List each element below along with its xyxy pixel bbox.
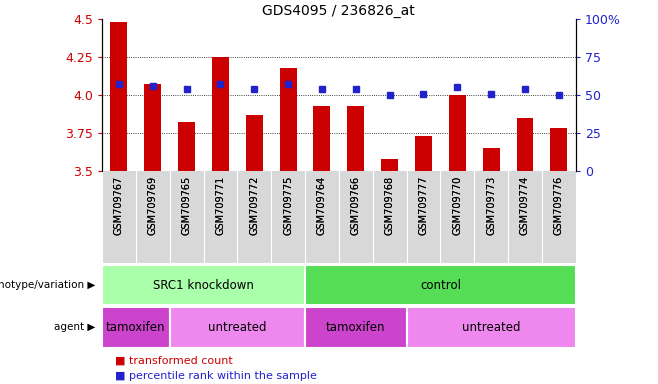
Text: GSM709774: GSM709774 [520, 175, 530, 235]
Text: untreated: untreated [208, 321, 266, 334]
Text: tamoxifen: tamoxifen [106, 321, 166, 334]
Bar [178, 122, 195, 171]
Text: GSM709766: GSM709766 [351, 175, 361, 235]
Text: GSM709767: GSM709767 [114, 175, 124, 235]
Text: GSM709774: GSM709774 [520, 175, 530, 235]
Bar [246, 115, 263, 171]
Bar [449, 95, 466, 171]
Bar [415, 136, 432, 171]
Text: GSM709773: GSM709773 [486, 175, 496, 235]
Bar [170, 307, 305, 348]
Title: GDS4095 / 236826_at: GDS4095 / 236826_at [263, 4, 415, 18]
Bar [517, 118, 534, 171]
Text: agent ▶: agent ▶ [54, 322, 95, 333]
Text: GSM709775: GSM709775 [283, 175, 293, 235]
Text: GSM709770: GSM709770 [452, 175, 463, 235]
Text: untreated: untreated [462, 321, 520, 334]
Bar [102, 307, 170, 348]
Bar [407, 307, 576, 348]
Text: GSM709764: GSM709764 [317, 175, 327, 235]
Text: GSM709772: GSM709772 [249, 175, 259, 235]
Text: GSM709768: GSM709768 [385, 175, 395, 235]
Text: SRC1 knockdown: SRC1 knockdown [153, 279, 254, 291]
Text: GSM709777: GSM709777 [418, 175, 428, 235]
Text: ■ transformed count: ■ transformed count [115, 356, 233, 366]
Bar [313, 106, 330, 171]
Bar [550, 128, 567, 171]
Text: GSM709775: GSM709775 [283, 175, 293, 235]
Text: GSM709771: GSM709771 [215, 175, 226, 235]
Text: GSM709777: GSM709777 [418, 175, 428, 235]
Bar [381, 159, 398, 171]
Text: control: control [420, 279, 461, 291]
Bar [483, 148, 499, 171]
Text: GSM709769: GSM709769 [148, 175, 158, 235]
Text: tamoxifen: tamoxifen [326, 321, 386, 334]
Text: GSM709771: GSM709771 [215, 175, 226, 235]
Bar [280, 68, 297, 171]
Text: GSM709767: GSM709767 [114, 175, 124, 235]
Text: GSM709765: GSM709765 [182, 175, 191, 235]
Bar [347, 106, 365, 171]
Bar [305, 265, 576, 305]
Text: ■ percentile rank within the sample: ■ percentile rank within the sample [115, 371, 317, 381]
Text: GSM709764: GSM709764 [317, 175, 327, 235]
Text: GSM709776: GSM709776 [554, 175, 564, 235]
Bar [111, 22, 128, 171]
Text: GSM709765: GSM709765 [182, 175, 191, 235]
Text: GSM709772: GSM709772 [249, 175, 259, 235]
Bar [305, 307, 407, 348]
Bar [102, 265, 305, 305]
Bar [144, 84, 161, 171]
Text: GSM709766: GSM709766 [351, 175, 361, 235]
Text: GSM709769: GSM709769 [148, 175, 158, 235]
Text: GSM709776: GSM709776 [554, 175, 564, 235]
Text: GSM709773: GSM709773 [486, 175, 496, 235]
Text: GSM709770: GSM709770 [452, 175, 463, 235]
Text: GSM709768: GSM709768 [385, 175, 395, 235]
Bar [212, 57, 229, 171]
Text: genotype/variation ▶: genotype/variation ▶ [0, 280, 95, 290]
